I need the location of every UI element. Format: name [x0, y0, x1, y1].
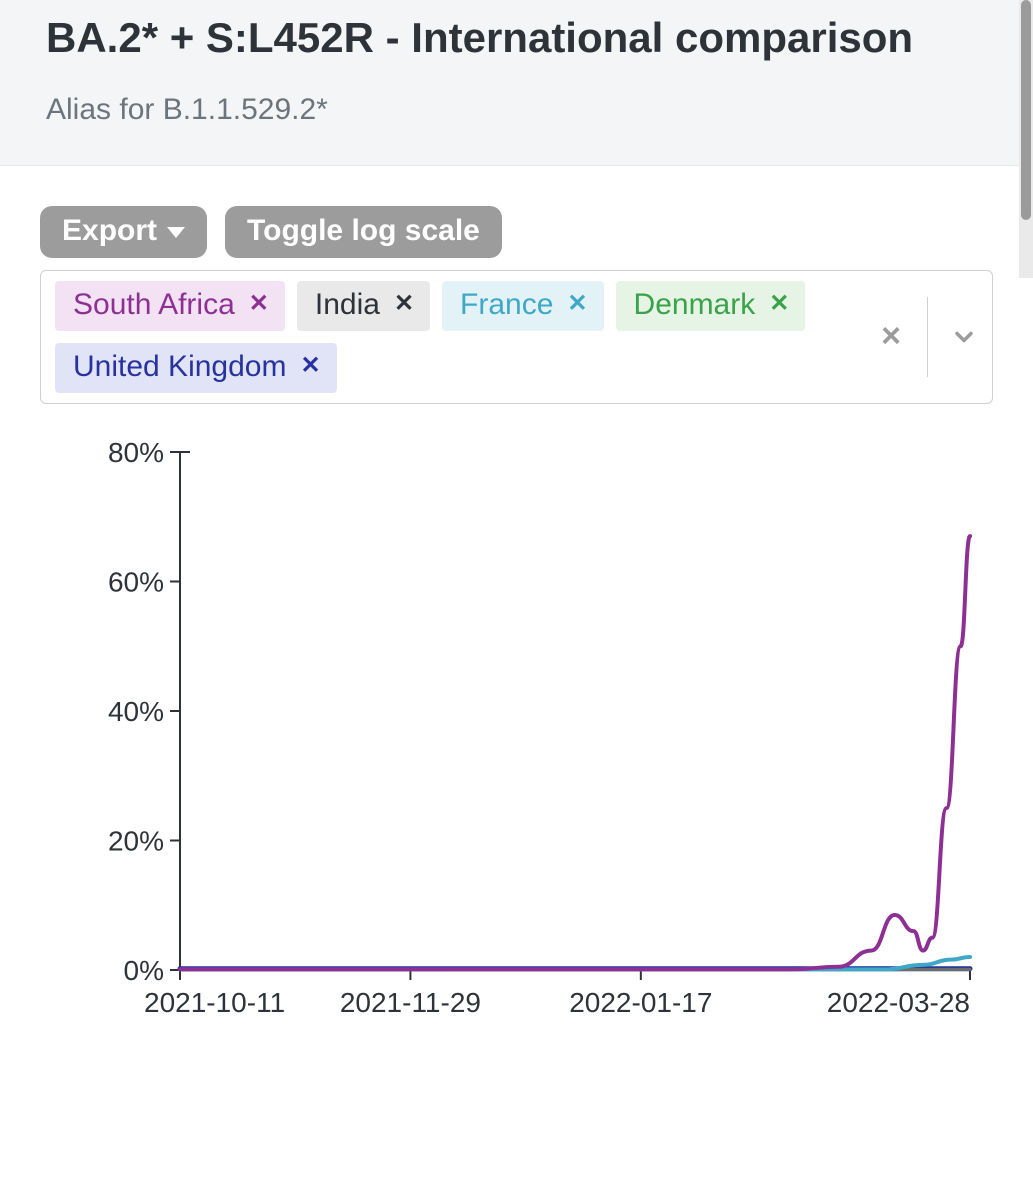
scrollbar-thumb[interactable] [1021, 0, 1031, 220]
header: BA.2* + S:L452R - International comparis… [0, 0, 1033, 166]
chip-remove-icon[interactable]: ✕ [300, 352, 320, 381]
country-chip[interactable]: Denmark ✕ [616, 281, 806, 331]
x-tick-label: 2022-01-17 [569, 987, 712, 1018]
x-tick-label: 2021-10-11 [144, 987, 285, 1018]
chip-remove-icon[interactable]: ✕ [249, 290, 269, 319]
chip-label: France [460, 287, 553, 323]
x-tick-label: 2021-11-29 [340, 987, 481, 1018]
page-subtitle: Alias for B.1.1.529.2* [46, 93, 987, 127]
chip-label: Denmark [634, 287, 756, 323]
chip-remove-icon[interactable]: ✕ [394, 290, 414, 319]
export-button[interactable]: Export [40, 206, 207, 258]
page-title: BA.2* + S:L452R - International comparis… [46, 12, 987, 65]
selector-divider [927, 297, 928, 377]
chip-remove-icon[interactable]: ✕ [769, 290, 789, 319]
y-tick-label: 40% [108, 696, 164, 727]
series-line [180, 536, 970, 969]
country-chip[interactable]: South Africa ✕ [55, 281, 285, 331]
y-tick-label: 80% [108, 437, 164, 468]
y-tick-label: 60% [108, 566, 164, 597]
chip-remove-icon[interactable]: ✕ [567, 290, 587, 319]
y-tick-label: 0% [124, 955, 164, 986]
country-chip[interactable]: India ✕ [297, 281, 430, 331]
chip-label: India [315, 287, 380, 323]
chevron-down-icon[interactable] [950, 323, 978, 351]
export-label: Export [62, 214, 157, 248]
country-chip[interactable]: United Kingdom ✕ [55, 343, 337, 393]
country-selector[interactable]: South Africa✕India✕France✕Denmark✕United… [40, 270, 993, 404]
y-tick-label: 20% [108, 825, 164, 856]
caret-down-icon [167, 227, 185, 238]
chart-container: 0% 20% 40% 60% 80% 2021-10-11 2021-11-29 2022-0… [40, 422, 993, 1032]
toggle-log-button[interactable]: Toggle log scale [225, 206, 502, 258]
chip-label: United Kingdom [73, 349, 286, 385]
toggle-log-label: Toggle log scale [247, 214, 480, 248]
x-tick-label: 2022-03-28 [827, 987, 970, 1018]
country-chip[interactable]: France ✕ [442, 281, 603, 331]
toolbar: Export Toggle log scale [40, 206, 993, 258]
line-chart: 0% 20% 40% 60% 80% 2021-10-11 2021-11-29 2022-0… [40, 422, 986, 1032]
scrollbar[interactable] [1019, 0, 1033, 278]
chip-label: South Africa [73, 287, 235, 323]
clear-all-icon[interactable]: × [877, 317, 905, 356]
chips-container: South Africa✕India✕France✕Denmark✕United… [55, 281, 863, 393]
